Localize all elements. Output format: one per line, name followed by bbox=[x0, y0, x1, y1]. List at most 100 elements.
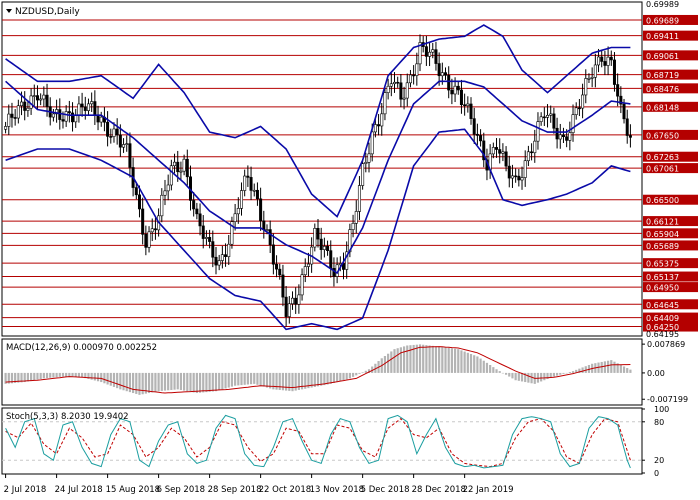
candle-body bbox=[507, 165, 511, 179]
macd-bar bbox=[383, 356, 387, 373]
macd-bar bbox=[447, 347, 450, 373]
macd-bar bbox=[453, 348, 457, 373]
candle-body bbox=[510, 175, 514, 179]
candle-body bbox=[482, 140, 486, 161]
candle-body bbox=[77, 103, 81, 116]
macd-bar bbox=[45, 372, 49, 379]
macd-bar bbox=[23, 372, 26, 383]
candle-body bbox=[316, 228, 320, 240]
level-label-bg bbox=[643, 321, 698, 332]
symbol-label-group: NZDUSD,Daily bbox=[6, 7, 80, 17]
stoch-panel-frame bbox=[1, 407, 643, 475]
macd-bar bbox=[367, 369, 371, 373]
macd-bar bbox=[109, 372, 112, 386]
macd-bar bbox=[559, 372, 562, 375]
macd-bar bbox=[195, 372, 198, 394]
macd-tick-label: 0.00 bbox=[647, 369, 665, 378]
level-label: 0.68148 bbox=[646, 103, 679, 112]
price-axis: 0.69689 0.69411 0.69061 0.68719 0.68476 0.681… bbox=[643, 0, 698, 339]
candle-body bbox=[526, 151, 530, 162]
candle-body bbox=[383, 92, 387, 115]
macd-bar bbox=[342, 372, 345, 381]
macd-bar bbox=[361, 372, 364, 373]
candle-body bbox=[201, 225, 205, 239]
macd-bar bbox=[4, 372, 7, 384]
macd-signal-path bbox=[5, 346, 631, 394]
macd-bar bbox=[87, 372, 90, 379]
macd-bar bbox=[482, 360, 485, 373]
candle-body bbox=[39, 98, 43, 101]
candle-body bbox=[424, 46, 428, 57]
candle-body bbox=[93, 101, 97, 116]
macd-bar bbox=[332, 372, 336, 383]
level-label: 0.65689 bbox=[646, 242, 679, 251]
candle-body bbox=[112, 128, 116, 137]
macd-bar bbox=[192, 372, 195, 393]
macd-bar bbox=[578, 368, 581, 373]
candle-body bbox=[517, 175, 521, 181]
stoch-tick-label: 80 bbox=[654, 418, 664, 427]
candle-body bbox=[99, 116, 103, 123]
candle-body bbox=[326, 246, 330, 251]
macd-signal-line bbox=[5, 346, 631, 394]
macd-bar bbox=[355, 372, 358, 376]
macd-bar bbox=[441, 347, 444, 373]
candle-body bbox=[377, 124, 381, 127]
macd-bar bbox=[489, 364, 492, 373]
macd-bar bbox=[390, 351, 393, 373]
macd-bar bbox=[527, 372, 530, 383]
macd-bar bbox=[428, 345, 431, 373]
macd-bar bbox=[100, 372, 103, 383]
candle-body bbox=[628, 135, 632, 138]
candle-body bbox=[249, 177, 253, 191]
macd-bar bbox=[565, 372, 568, 374]
candle-body bbox=[262, 220, 266, 230]
macd-axis: 0.007869 0.00 -0.007199 bbox=[642, 340, 688, 404]
level-label-bg bbox=[643, 312, 698, 323]
candle-body bbox=[211, 241, 215, 258]
macd-bar bbox=[20, 372, 23, 383]
candle-body bbox=[491, 147, 495, 155]
macd-bar bbox=[269, 372, 272, 389]
candle-body bbox=[581, 94, 585, 109]
bollinger-bands bbox=[5, 24, 631, 331]
macd-bar bbox=[418, 344, 422, 373]
macd-bar bbox=[425, 345, 428, 373]
macd-bar bbox=[189, 372, 192, 392]
candle-body bbox=[555, 127, 559, 140]
macd-bar bbox=[422, 344, 425, 373]
stoch-axis: 100 80 20 0 bbox=[642, 405, 669, 478]
macd-bar bbox=[246, 372, 249, 385]
bollinger-middle-line bbox=[5, 80, 631, 275]
candle-body bbox=[469, 103, 473, 119]
candle-body bbox=[612, 59, 616, 85]
candle-body bbox=[616, 84, 620, 97]
level-label: 0.66121 bbox=[646, 218, 679, 227]
candle-body bbox=[144, 234, 148, 248]
level-label: 0.66500 bbox=[646, 196, 679, 205]
macd-bar bbox=[310, 372, 313, 388]
macd-bar bbox=[36, 372, 39, 380]
candle-body bbox=[268, 229, 272, 246]
candle-body bbox=[479, 135, 483, 142]
level-label-bg bbox=[643, 101, 698, 112]
candle-body bbox=[284, 296, 288, 317]
macd-bar bbox=[90, 372, 93, 380]
candle-body bbox=[587, 77, 591, 80]
macd-bar bbox=[93, 372, 96, 381]
symbol-label: NZDUSD,Daily bbox=[15, 7, 80, 17]
candle-body bbox=[278, 268, 282, 276]
candle-body bbox=[389, 83, 393, 87]
macd-bar bbox=[84, 372, 87, 379]
macd-bar bbox=[224, 372, 227, 389]
macd-bar bbox=[278, 372, 281, 390]
macd-bar bbox=[511, 372, 514, 379]
price-panel-frame bbox=[1, 1, 643, 337]
price-panel: 0.69689 0.69411 0.69061 0.68719 0.68476 0.681… bbox=[1, 0, 698, 339]
macd-bar bbox=[626, 368, 629, 373]
candle-body bbox=[198, 213, 202, 227]
candle-body bbox=[412, 74, 416, 77]
candle-body bbox=[351, 223, 355, 230]
candle-body bbox=[35, 95, 39, 101]
